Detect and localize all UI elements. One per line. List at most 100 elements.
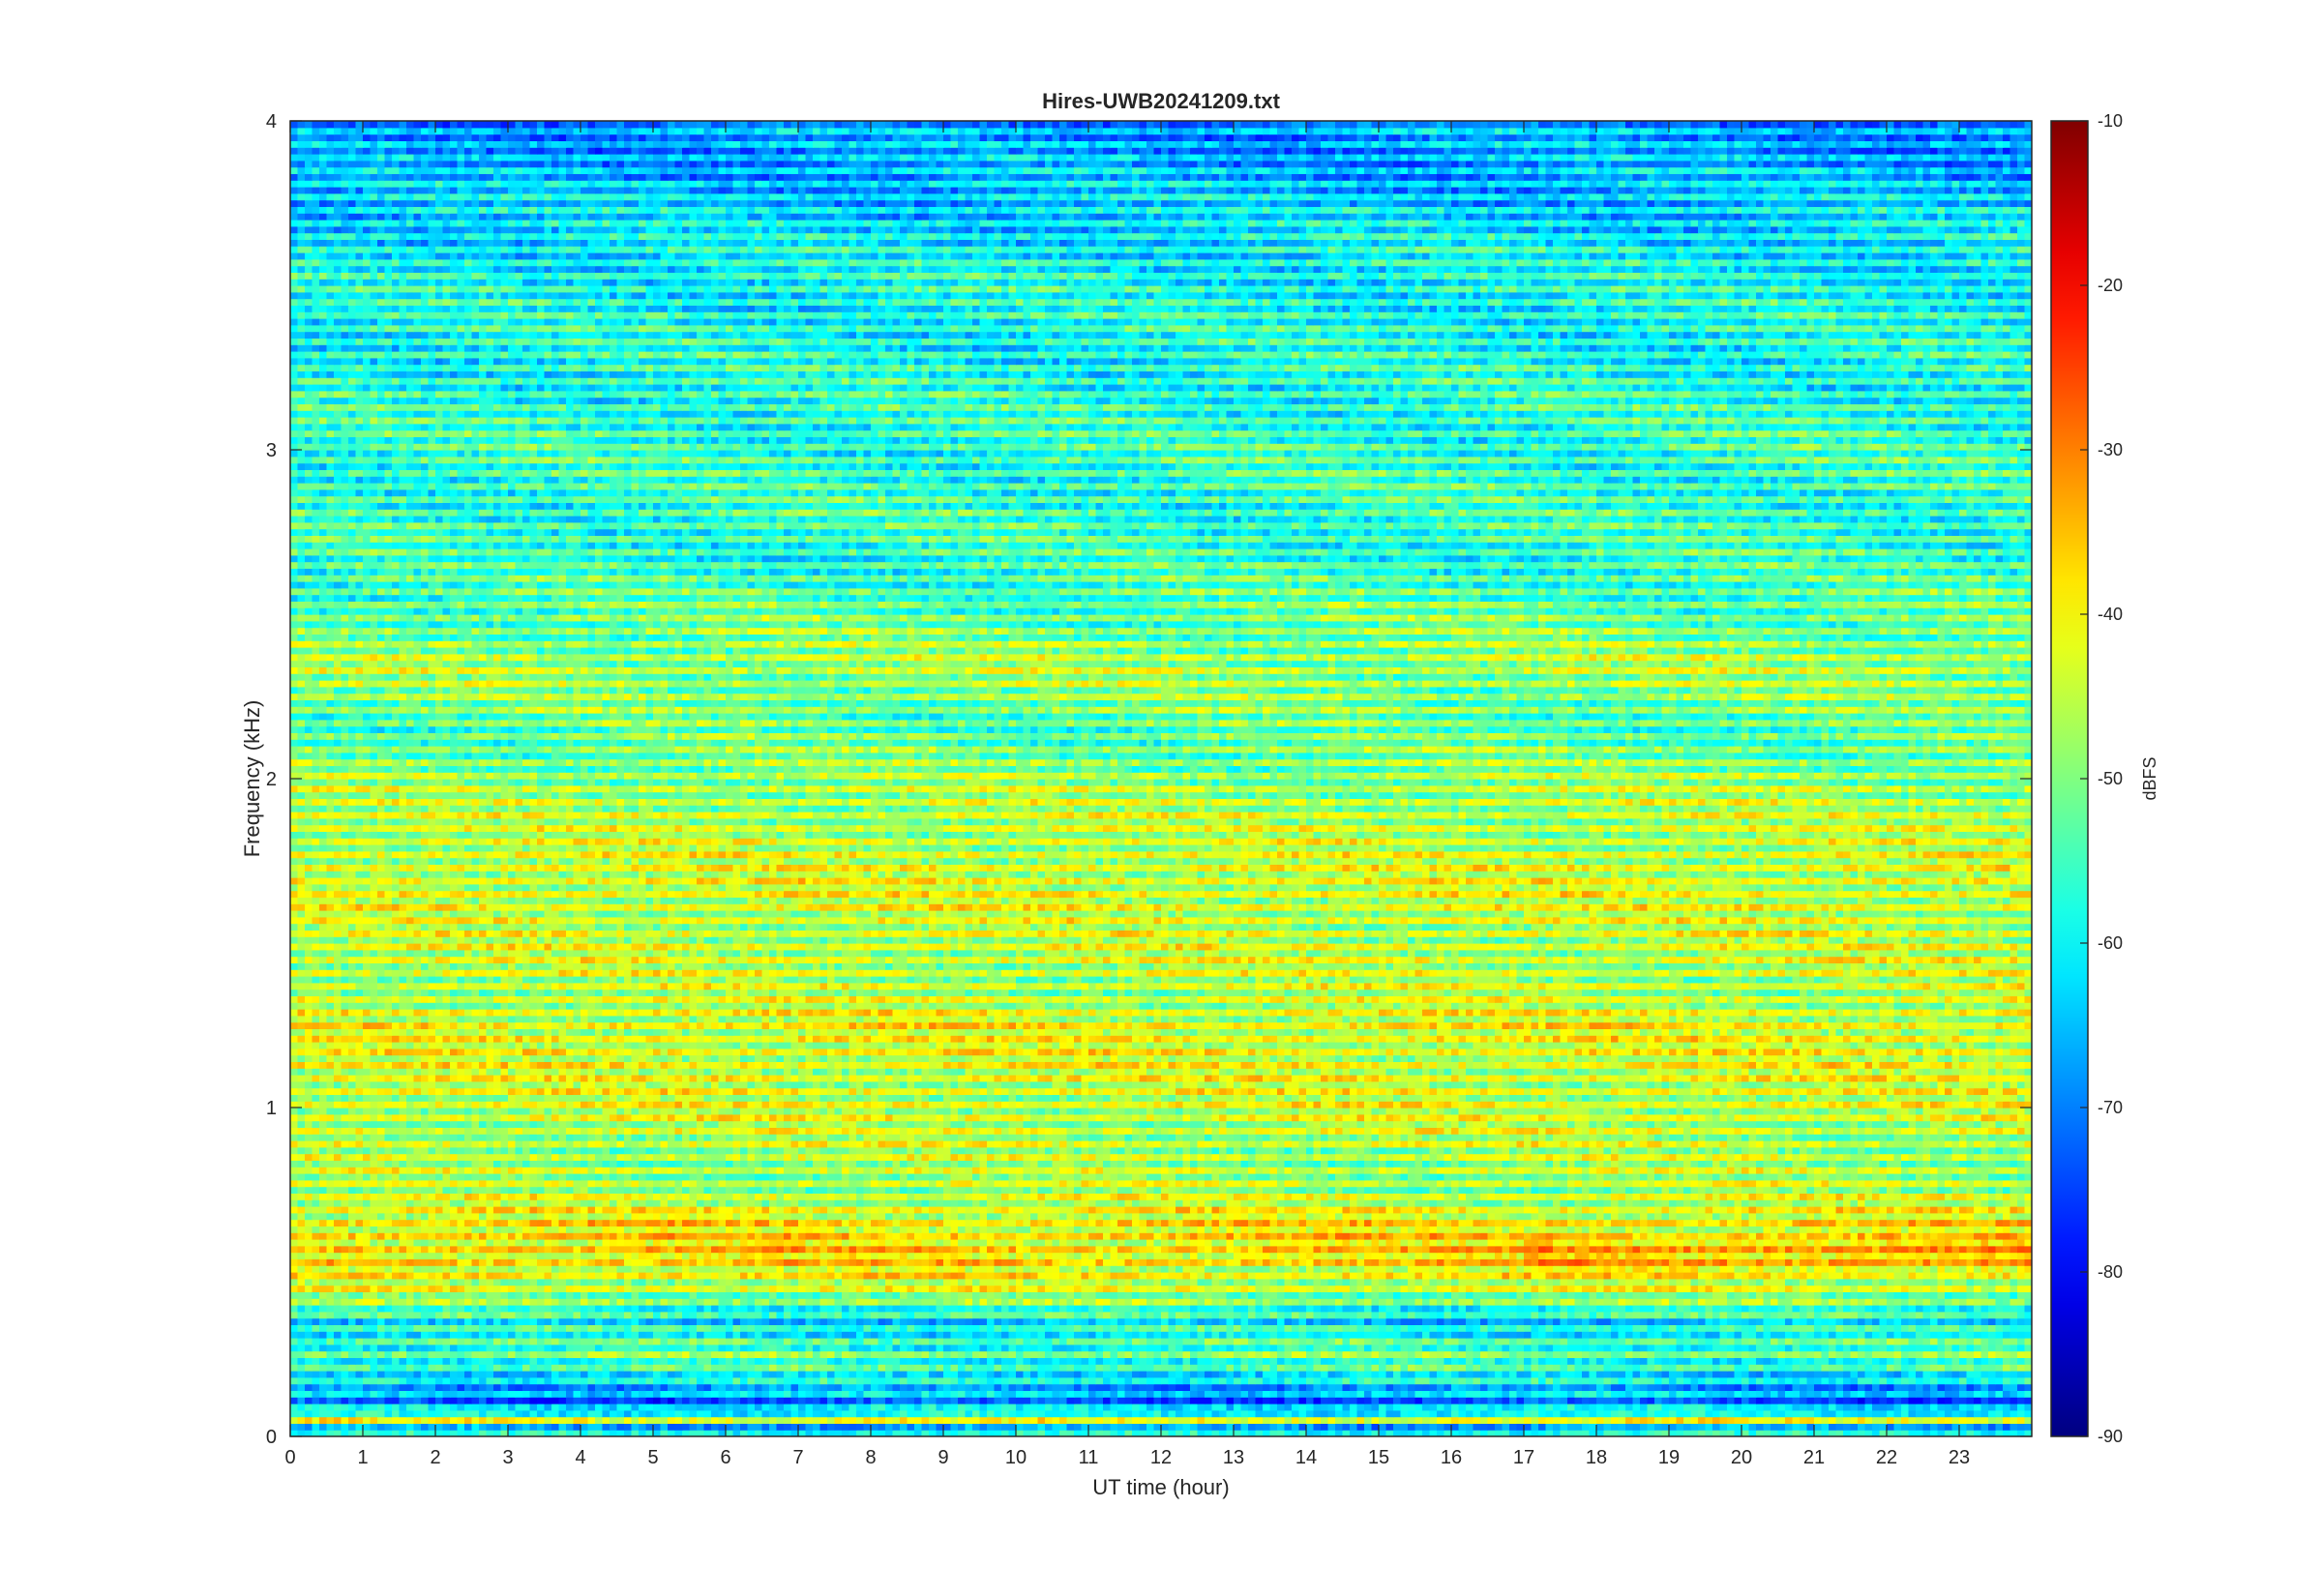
heatmap-cell xyxy=(508,1384,516,1391)
heatmap-cell xyxy=(458,1390,465,1397)
heatmap-cell xyxy=(966,1364,973,1371)
heatmap-cell xyxy=(1190,1377,1198,1384)
heatmap-cell xyxy=(617,1384,625,1391)
heatmap-cell xyxy=(1082,1345,1089,1351)
heatmap-cell xyxy=(1590,1384,1597,1391)
heatmap-cell xyxy=(1923,1417,1931,1424)
heatmap-cell xyxy=(1357,1417,1365,1424)
heatmap-cell xyxy=(762,1357,770,1364)
heatmap-cell xyxy=(1683,1371,1691,1377)
heatmap-cell xyxy=(1386,1404,1394,1410)
heatmap-cell xyxy=(472,1384,480,1391)
heatmap-cell xyxy=(1945,1384,1952,1391)
heatmap-cell xyxy=(2010,1357,2018,1364)
heatmap-cell xyxy=(1836,1371,1844,1377)
heatmap-cell xyxy=(1422,1417,1430,1424)
heatmap-cell xyxy=(1742,1371,1749,1377)
heatmap-cell xyxy=(1169,1417,1176,1424)
heatmap-cell xyxy=(617,1417,625,1424)
heatmap-cell xyxy=(966,1377,973,1384)
heatmap-cell xyxy=(842,1384,849,1391)
heatmap-cell xyxy=(1981,1404,1989,1410)
heatmap-cell xyxy=(1930,1410,1938,1417)
heatmap-cell xyxy=(966,1345,973,1351)
heatmap-cell xyxy=(784,1384,791,1391)
heatmap-cell xyxy=(1408,1404,1415,1410)
heatmap-cell xyxy=(748,1384,756,1391)
heatmap-cell xyxy=(719,1410,727,1417)
heatmap-cell xyxy=(784,1364,791,1371)
heatmap-cell xyxy=(1415,1377,1423,1384)
heatmap-cell xyxy=(1306,1417,1314,1424)
heatmap-cell xyxy=(559,1410,567,1417)
heatmap-cell xyxy=(711,1357,719,1364)
heatmap-cell xyxy=(777,1364,785,1371)
heatmap-cell xyxy=(1865,1364,1873,1371)
heatmap-cell xyxy=(1887,1404,1894,1410)
heatmap-cell xyxy=(675,1390,683,1397)
heatmap-cell xyxy=(1277,1384,1285,1391)
heatmap-cell xyxy=(1045,1371,1053,1377)
heatmap-cell xyxy=(1190,1390,1198,1397)
heatmap-cell xyxy=(1372,1390,1380,1397)
heatmap-cell xyxy=(675,1417,683,1424)
heatmap-cell xyxy=(1858,1371,1865,1377)
heatmap-cell xyxy=(2010,1384,2018,1391)
heatmap-cell xyxy=(1996,1351,2004,1358)
heatmap-cell xyxy=(1256,1384,1264,1391)
heatmap-cell xyxy=(1756,1371,1764,1377)
heatmap-cell xyxy=(1988,1404,1996,1410)
heatmap-cell xyxy=(1938,1357,1946,1364)
heatmap-cell xyxy=(856,1377,864,1384)
heatmap-cell xyxy=(1024,1371,1031,1377)
heatmap-cell xyxy=(487,1371,494,1377)
heatmap-cell xyxy=(617,1351,625,1358)
heatmap-cell xyxy=(1880,1364,1888,1371)
heatmap-cell xyxy=(1408,1417,1415,1424)
heatmap-cell xyxy=(1125,1410,1133,1417)
heatmap-cell xyxy=(1843,1417,1851,1424)
heatmap-cell xyxy=(1306,1404,1314,1410)
heatmap-cell xyxy=(1865,1390,1873,1397)
heatmap-cell xyxy=(1364,1364,1372,1371)
heatmap-cell xyxy=(516,1417,523,1424)
heatmap-cell xyxy=(675,1384,683,1391)
heatmap-cell xyxy=(755,1384,762,1391)
heatmap-cell xyxy=(864,1377,872,1384)
heatmap-cell xyxy=(1016,1384,1024,1391)
heatmap-cell xyxy=(1024,1351,1031,1358)
heatmap-cell xyxy=(1190,1371,1198,1377)
heatmap-cell xyxy=(1727,1390,1735,1397)
heatmap-cell xyxy=(435,1357,443,1364)
heatmap-cell xyxy=(740,1404,748,1410)
heatmap-cell xyxy=(392,1404,400,1410)
heatmap-cell xyxy=(1865,1384,1873,1391)
heatmap-cell xyxy=(342,1384,349,1391)
heatmap-cell xyxy=(319,1357,327,1364)
heatmap-cell xyxy=(1800,1384,1807,1391)
heatmap-cell xyxy=(508,1423,516,1430)
heatmap-cell xyxy=(566,1404,574,1410)
heatmap-cell xyxy=(421,1384,429,1391)
heatmap-cell xyxy=(1532,1371,1539,1377)
heatmap-cell xyxy=(1045,1417,1053,1424)
heatmap-cell xyxy=(1648,1384,1655,1391)
heatmap-cell xyxy=(1880,1357,1888,1364)
heatmap-cell xyxy=(472,1423,480,1430)
heatmap-cell xyxy=(980,1384,988,1391)
heatmap-cell xyxy=(1938,1423,1946,1430)
heatmap-cell xyxy=(1059,1377,1067,1384)
heatmap-cell xyxy=(740,1384,748,1391)
heatmap-cell xyxy=(885,1357,893,1364)
heatmap-cell xyxy=(493,1377,501,1384)
heatmap-cell xyxy=(1299,1364,1307,1371)
heatmap-cell xyxy=(1459,1364,1467,1371)
heatmap-cell xyxy=(1669,1377,1677,1384)
heatmap-cell xyxy=(929,1351,937,1358)
heatmap-cell xyxy=(1749,1384,1757,1391)
heatmap-cell xyxy=(450,1397,458,1404)
heatmap-cell xyxy=(400,1345,407,1351)
heatmap-cell xyxy=(726,1390,733,1397)
heatmap-cell xyxy=(1582,1364,1590,1371)
heatmap-cell xyxy=(675,1371,683,1377)
